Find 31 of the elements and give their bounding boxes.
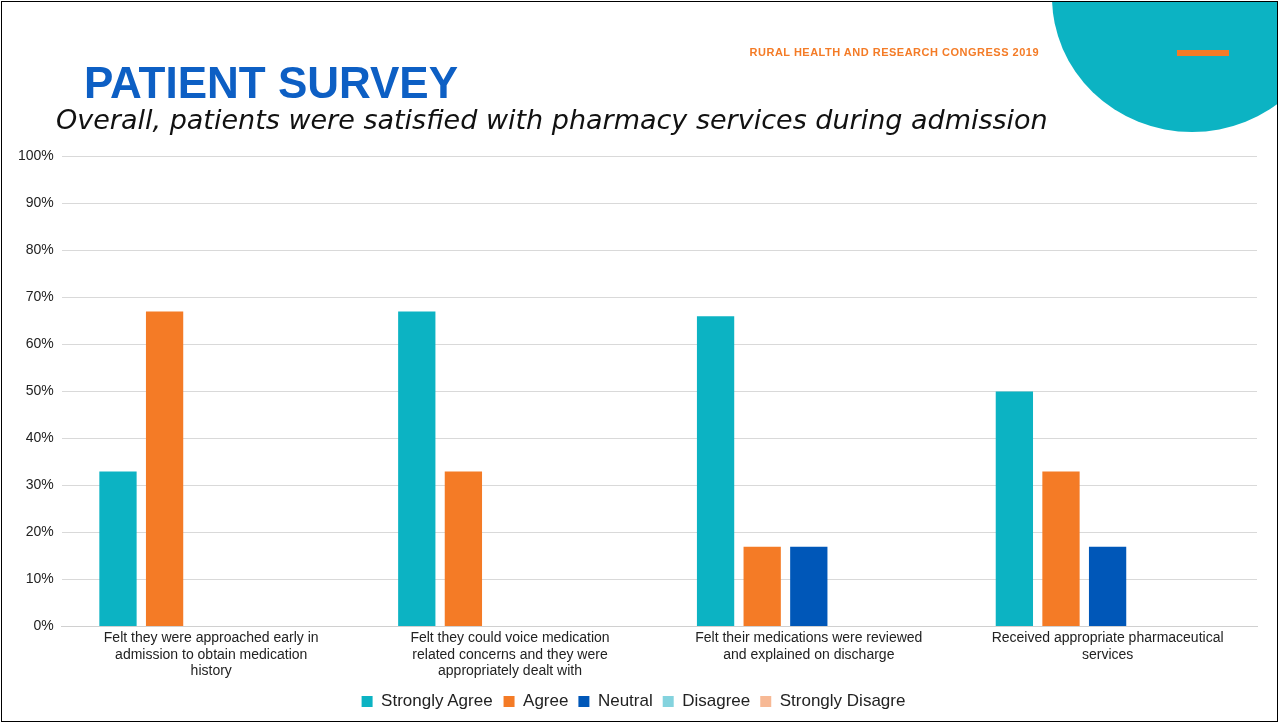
- x-tick-label: Felt they could voice medication related concerns and they were appropriately dealt with: [410, 628, 610, 679]
- legend-label: Strongly Disagre: [779, 691, 906, 711]
- y-tick-label: 20%: [25, 523, 54, 540]
- bar: [995, 391, 1034, 627]
- x-tick-label: Felt their medications were reviewed and explained on discharge: [695, 628, 923, 662]
- bar: [145, 311, 184, 627]
- legend-label: Strongly Agree: [381, 691, 493, 711]
- bar: [1088, 546, 1127, 627]
- bar: [398, 311, 436, 627]
- y-tick-label: 60%: [25, 335, 54, 352]
- bar: [99, 471, 137, 627]
- x-tick-label: Felt they were approached early in admission to obtain medication history: [103, 628, 319, 679]
- legend-label: Agree: [523, 691, 569, 711]
- y-tick-label: 10%: [25, 570, 54, 587]
- bar: [1042, 471, 1080, 627]
- y-tick-label: 50%: [25, 382, 54, 399]
- y-tick-label: 40%: [25, 429, 54, 446]
- y-tick-label: 100%: [17, 147, 54, 164]
- x-tick-label: Received appropriate pharmaceutical services: [991, 628, 1224, 662]
- legend-label: Neutral: [597, 691, 653, 711]
- bar: [743, 546, 781, 627]
- legend-label: Disagree: [682, 691, 751, 711]
- y-tick-label: 80%: [25, 241, 54, 258]
- bar: [444, 471, 483, 627]
- y-tick-label: 30%: [25, 476, 54, 493]
- bar: [696, 316, 735, 627]
- bar: [790, 546, 828, 627]
- y-tick-label: 70%: [25, 288, 54, 305]
- y-tick-label: 0%: [33, 617, 54, 634]
- text: RURAL HEALTH AND RESEARCH CONGRESS 2019: [749, 46, 1039, 58]
- y-tick-label: 90%: [25, 194, 54, 211]
